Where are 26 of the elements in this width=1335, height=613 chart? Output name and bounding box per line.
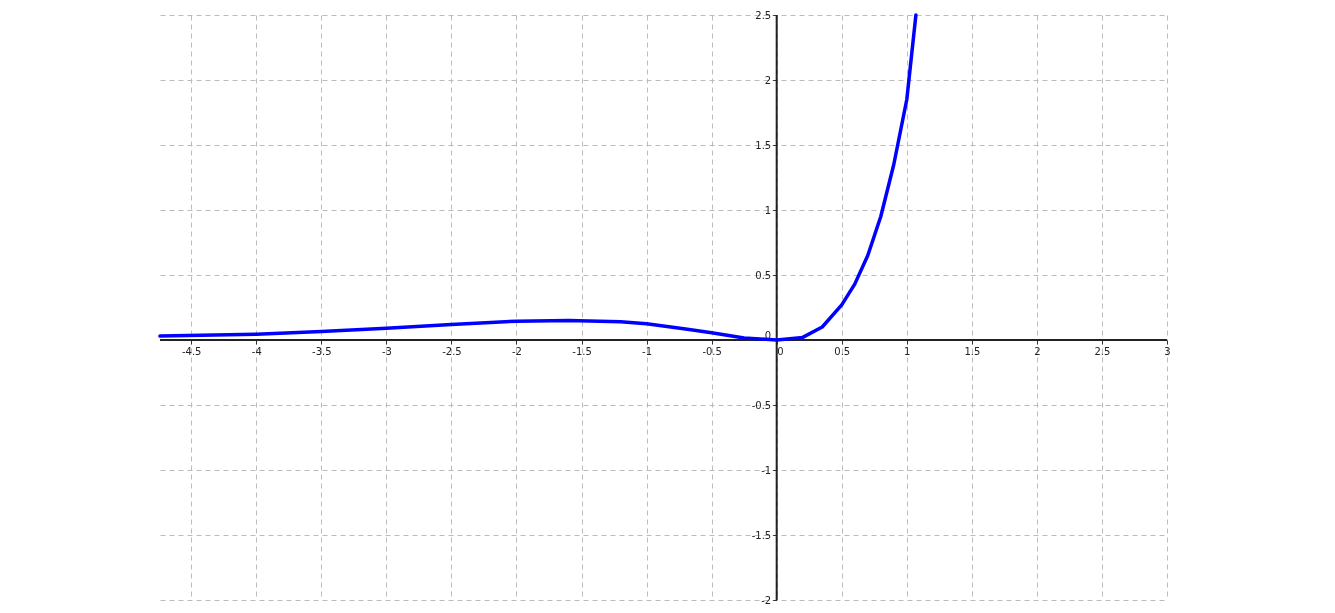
y-tick-label: -2: [761, 594, 772, 606]
y-tick-label: 0.5: [755, 269, 772, 281]
x-tick-label: 0: [777, 345, 784, 357]
x-tick-label: -3: [381, 345, 392, 357]
y-tick-label: -1: [761, 464, 772, 476]
x-tick-label: -2.5: [442, 345, 462, 357]
x-tick-label: -0.5: [702, 345, 722, 357]
line-series: [158, 13, 918, 342]
x-tick-label: -4.5: [181, 345, 202, 357]
x-tick-label: 3: [1164, 345, 1171, 357]
x-tick-label: -4: [251, 345, 262, 357]
x-tick-label: -2: [511, 345, 522, 357]
x-tick-label: 2: [1034, 345, 1041, 357]
x-tick-label: 1: [904, 345, 911, 357]
y-tick-label: -1.5: [751, 529, 772, 541]
x-tick-label: -1.5: [572, 345, 592, 357]
x-tick-label: 1.5: [964, 345, 981, 357]
x-tick-label: -1: [642, 345, 653, 357]
y-tick-label: 2: [764, 74, 772, 86]
y-tick-label: 2.5: [755, 9, 772, 21]
x-tick-label: 2.5: [1094, 345, 1111, 357]
x-tick-label: 0.5: [834, 345, 851, 357]
x-tick-label: -3.5: [312, 345, 332, 357]
y-tick-label: 1.5: [755, 139, 772, 151]
y-tick-label: -0.5: [751, 399, 772, 411]
y-tick-label: 1: [764, 204, 772, 216]
